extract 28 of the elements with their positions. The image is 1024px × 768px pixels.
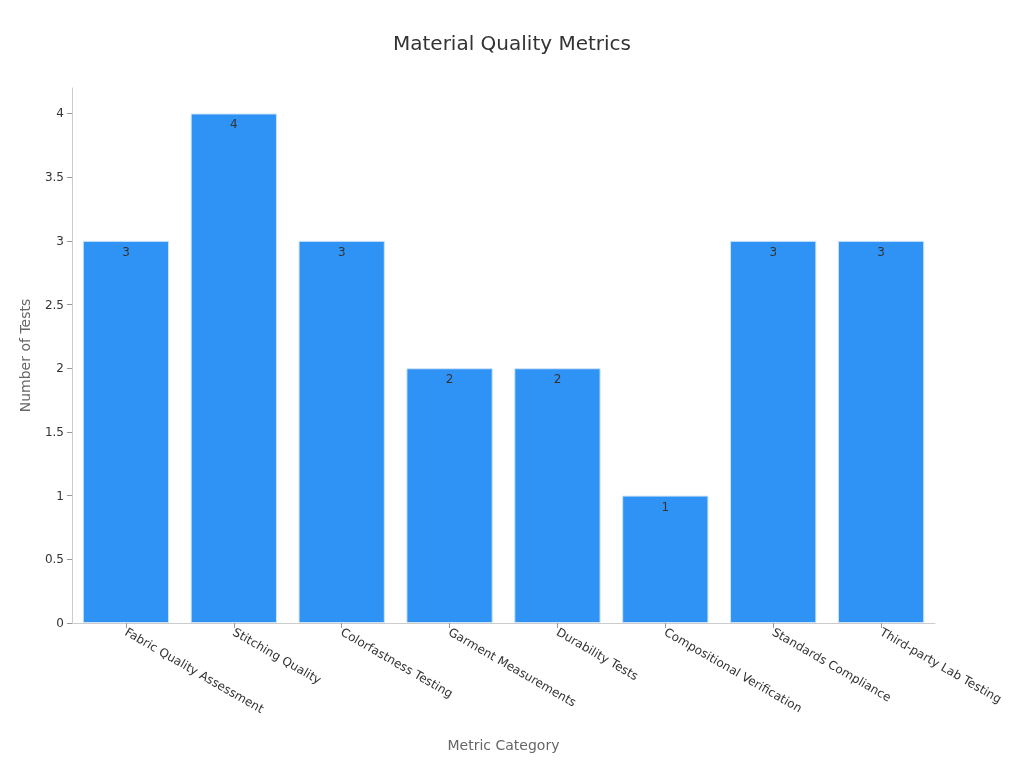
data-label: 2 <box>445 372 454 387</box>
data-label: 3 <box>122 244 130 259</box>
y-axis-title: Number of Tests <box>17 298 33 413</box>
y-tick-label: 2.5 <box>44 297 64 312</box>
bar <box>406 368 493 623</box>
y-tick-label: 1.5 <box>44 424 64 439</box>
y-tick-label: 0 <box>56 616 64 630</box>
x-axis-title: Metric Category <box>447 737 560 753</box>
bar <box>514 368 601 623</box>
bar <box>622 495 709 623</box>
data-label: 2 <box>553 372 562 387</box>
y-tick-label: 3.5 <box>44 170 64 185</box>
data-label: 3 <box>769 244 778 259</box>
data-label: 1 <box>661 499 670 514</box>
bar <box>298 240 385 623</box>
bar <box>730 240 817 623</box>
data-label: 3 <box>337 244 346 259</box>
y-tick-label: 1 <box>56 488 64 503</box>
bar <box>82 240 170 623</box>
data-label: 3 <box>877 244 885 259</box>
y-tick-label: 3 <box>56 233 64 248</box>
chart-title: Material Quality Metrics <box>392 31 632 55</box>
y-tick-label: 0.5 <box>44 552 64 567</box>
y-tick-label: 4 <box>56 106 64 121</box>
bar <box>837 240 925 623</box>
data-label: 4 <box>229 117 238 132</box>
bar <box>190 113 277 623</box>
y-tick-label: 2 <box>56 361 64 376</box>
